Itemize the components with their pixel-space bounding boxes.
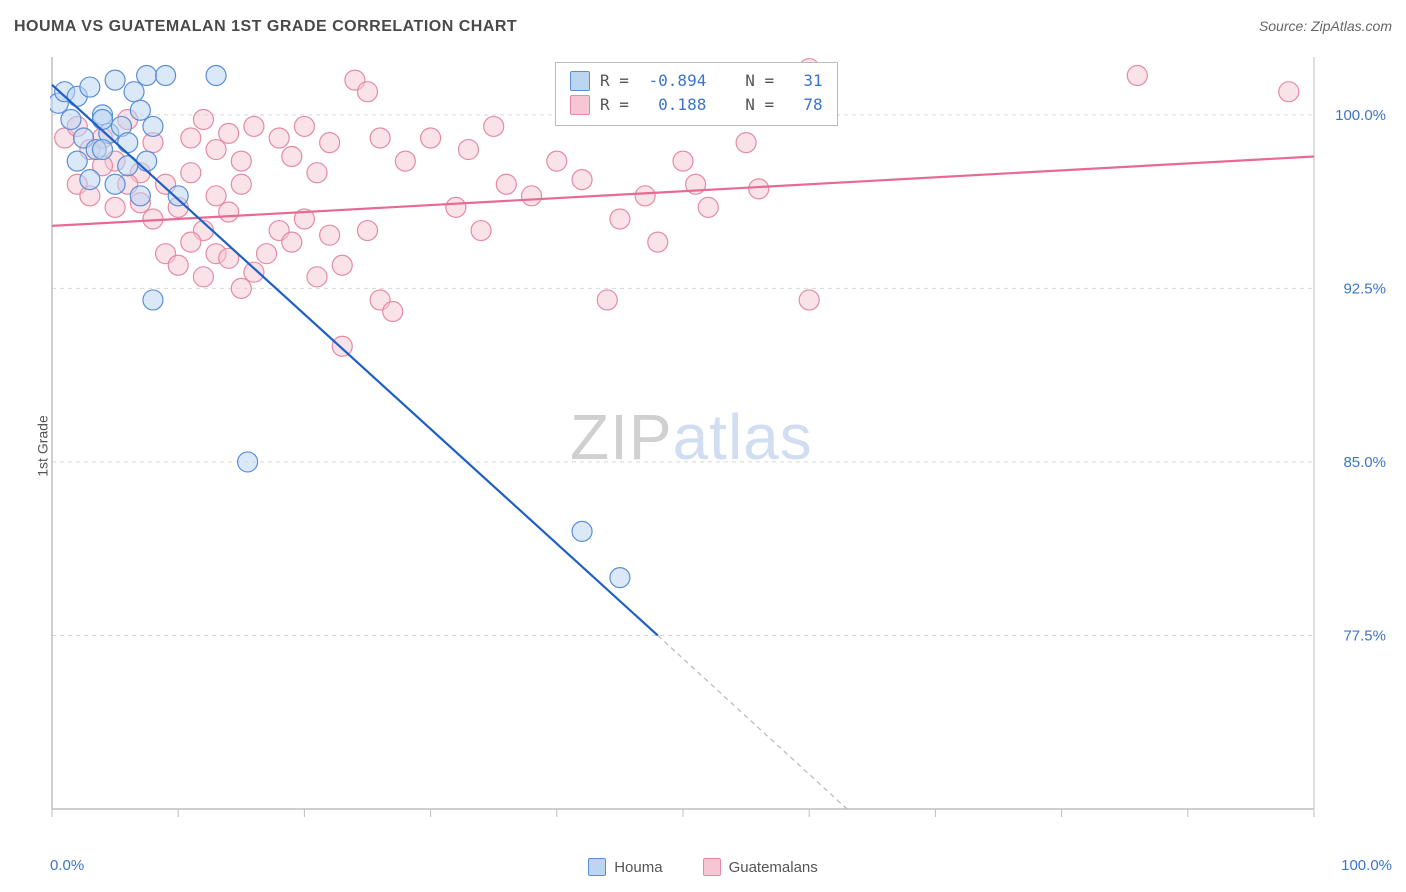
svg-text:92.5%: 92.5%: [1343, 280, 1386, 297]
svg-text:100.0%: 100.0%: [1335, 107, 1386, 124]
stats-legend-box: R = -0.894 N = 31R = 0.188 N = 78: [555, 62, 838, 126]
legend-label: Guatemalans: [729, 859, 818, 876]
chart-header: HOUMA VS GUATEMALAN 1ST GRADE CORRELATIO…: [14, 18, 1392, 36]
svg-text:77.5%: 77.5%: [1343, 627, 1386, 644]
legend-item: Houma: [588, 858, 662, 876]
stats-row: R = 0.188 N = 78: [570, 93, 823, 117]
plot-area: 77.5% 85.0% 92.5% 100.0%: [50, 55, 1392, 837]
legend-swatch: [588, 858, 606, 876]
chart-title: HOUMA VS GUATEMALAN 1ST GRADE CORRELATIO…: [14, 18, 517, 36]
r-label: R =: [600, 93, 639, 117]
r-label: R =: [600, 69, 639, 93]
legend-swatch: [703, 858, 721, 876]
r-value: 0.188: [649, 93, 707, 117]
r-value: -0.894: [649, 69, 707, 93]
stats-row: R = -0.894 N = 31: [570, 69, 823, 93]
y-axis-label: 1st Grade: [35, 415, 51, 476]
series-swatch: [570, 95, 590, 115]
source-label: Source: ZipAtlas.com: [1259, 18, 1392, 34]
legend-item: Guatemalans: [703, 858, 818, 876]
svg-text:85.0%: 85.0%: [1343, 454, 1386, 471]
series-swatch: [570, 71, 590, 91]
bottom-legend: Houma Guatemalans: [0, 858, 1406, 876]
n-value: 31: [803, 69, 822, 93]
n-label: N =: [716, 93, 793, 117]
n-label: N =: [716, 69, 793, 93]
n-value: 78: [803, 93, 822, 117]
legend-label: Houma: [614, 859, 662, 876]
scatter-chart: 77.5% 85.0% 92.5% 100.0%: [50, 55, 1392, 837]
